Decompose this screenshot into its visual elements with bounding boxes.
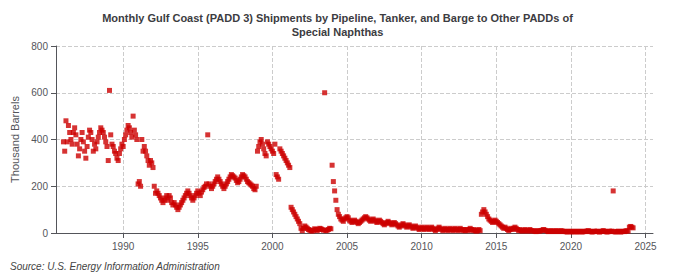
svg-text:2020: 2020	[560, 241, 583, 252]
svg-text:2000: 2000	[261, 241, 284, 252]
svg-text:200: 200	[31, 181, 48, 192]
svg-text:Special Naphthas: Special Naphthas	[292, 26, 384, 38]
svg-text:2005: 2005	[336, 241, 359, 252]
svg-text:600: 600	[31, 87, 48, 98]
svg-text:2010: 2010	[411, 241, 434, 252]
svg-text:400: 400	[31, 134, 48, 145]
svg-text:1990: 1990	[112, 241, 135, 252]
svg-text:Source: U.S. Energy Informatio: Source: U.S. Energy Information Administ…	[10, 261, 220, 272]
svg-text:2015: 2015	[485, 241, 508, 252]
svg-text:1995: 1995	[187, 241, 210, 252]
svg-text:Thousand Barrels: Thousand Barrels	[9, 96, 21, 183]
svg-text:Monthly Gulf Coast (PADD 3) Sh: Monthly Gulf Coast (PADD 3) Shipments by…	[102, 12, 573, 24]
svg-text:800: 800	[31, 41, 48, 52]
svg-text:0: 0	[42, 228, 48, 239]
svg-text:2025: 2025	[634, 241, 657, 252]
